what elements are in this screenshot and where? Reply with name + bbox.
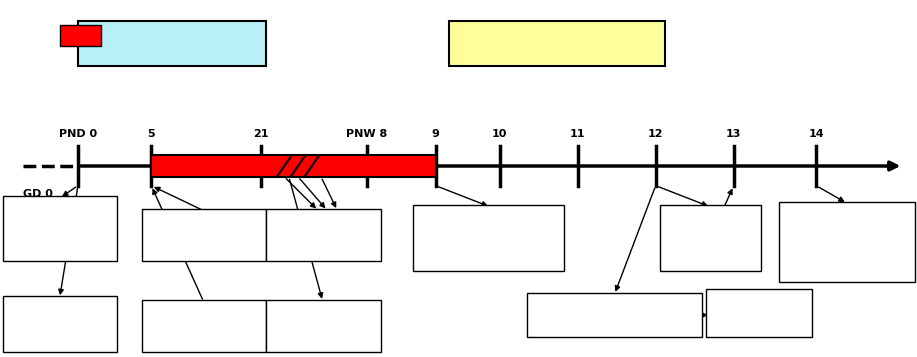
Text: GD15-17: GD15-17 [737,321,780,331]
Text: chemistry, organ: chemistry, organ [806,245,889,255]
Text: 21: 21 [254,129,269,139]
FancyBboxPatch shape [142,209,266,261]
Text: 11: 11 [570,129,585,139]
Text: PND1 litters: PND1 litters [31,206,89,216]
Bar [151,155,436,177]
FancyBboxPatch shape [266,300,381,352]
Text: Cohabitation for fertility: Cohabitation for fertility [556,302,673,312]
Text: chemistry: chemistry [299,330,348,341]
Text: Ophthal.: Ophthal. [690,226,732,236]
Text: 10: 10 [492,129,507,139]
Text: Lactation: Lactation [135,37,209,51]
Text: 12: 12 [648,129,663,139]
FancyBboxPatch shape [527,293,702,337]
Text: Clinical: Clinical [305,311,341,321]
Text: PND 0: PND 0 [59,129,97,139]
FancyBboxPatch shape [779,202,915,282]
Text: 5/sex/litter: 5/sex/litter [34,241,86,251]
Text: Optional: Clinical: Optional: Clinical [806,228,889,238]
Text: GD 0: GD 0 [23,189,53,199]
Text: PNW 8: PNW 8 [347,129,387,139]
FancyBboxPatch shape [266,209,381,261]
Text: Cesarean: Cesarean [735,296,782,306]
Text: histopathology: histopathology [452,251,525,261]
Text: Discard dams: Discard dams [171,239,238,250]
Text: 9: 9 [432,129,439,139]
Text: landmarks: landmarks [178,330,230,341]
Text: TK bleeds, necropsy: TK bleeds, necropsy [439,215,537,226]
Text: PND 4: PND 4 [45,308,75,319]
Text: Cull to 4/sex/litter: Cull to 4/sex/litter [17,329,104,340]
Text: Wean & Re-house: Wean & Re-house [160,220,248,230]
Text: assessment: assessment [585,318,644,328]
Text: weights, histopathology: weights, histopathology [789,262,906,272]
FancyBboxPatch shape [660,205,761,271]
FancyBboxPatch shape [3,196,117,261]
Text: organ weights,: organ weights, [452,233,525,243]
Text: Developmental: Developmental [167,311,241,321]
FancyBboxPatch shape [449,21,665,66]
FancyBboxPatch shape [706,289,812,337]
Text: Optional: Optional [690,212,732,222]
Text: exam: exam [697,240,724,250]
Text: 5: 5 [148,129,155,139]
Text: fostered to: fostered to [34,223,86,233]
Text: section on: section on [734,308,784,318]
Text: examinations: examinations [291,239,356,250]
Text: Ophthalmic: Ophthalmic [295,220,351,230]
Text: Dosing Interval: Dosing Interval [105,29,213,42]
Text: Behavioral Testing: Behavioral Testing [484,37,630,51]
FancyBboxPatch shape [3,296,117,352]
FancyBboxPatch shape [413,205,564,271]
Text: 13: 13 [726,129,741,139]
FancyBboxPatch shape [78,21,266,66]
Text: Final Necropsy: Final Necropsy [806,211,889,221]
Text: 2 groups: 2 groups [690,254,732,264]
Text: 14: 14 [808,129,824,139]
FancyBboxPatch shape [142,300,266,352]
Bar [60,25,101,46]
